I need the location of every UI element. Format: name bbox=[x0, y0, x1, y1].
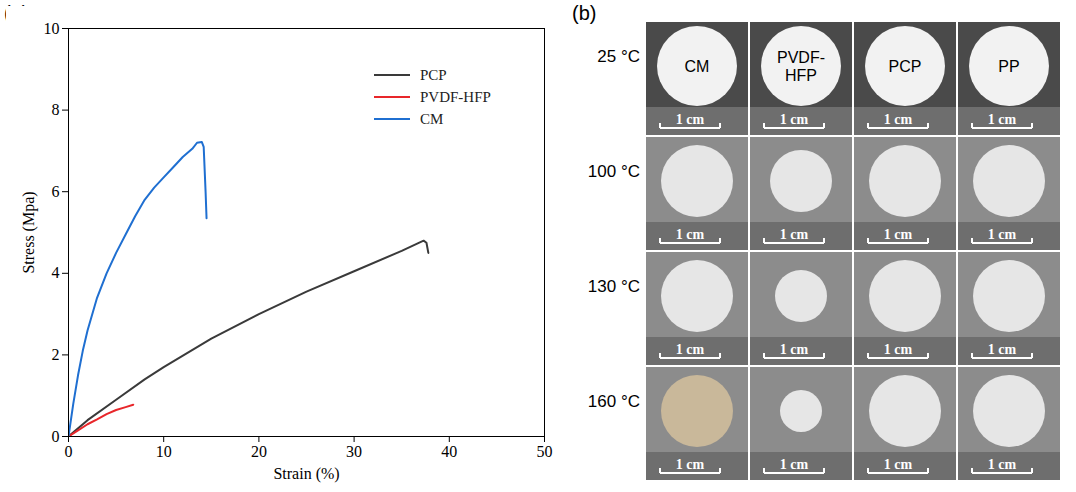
svg-text:1 cm: 1 cm bbox=[676, 112, 705, 127]
svg-text:1 cm: 1 cm bbox=[988, 457, 1017, 472]
svg-text:0: 0 bbox=[52, 428, 60, 445]
svg-text:4: 4 bbox=[52, 264, 60, 281]
svg-text:1 cm: 1 cm bbox=[884, 112, 913, 127]
svg-text:1 cm: 1 cm bbox=[676, 457, 705, 472]
svg-text:8: 8 bbox=[52, 101, 60, 118]
svg-text:130 °C: 130 °C bbox=[588, 277, 640, 296]
svg-text:PVDF-: PVDF- bbox=[777, 49, 825, 66]
svg-text:1 cm: 1 cm bbox=[988, 227, 1017, 242]
svg-text:30: 30 bbox=[346, 443, 362, 460]
svg-text:1 cm: 1 cm bbox=[988, 342, 1017, 357]
svg-text:1 cm: 1 cm bbox=[884, 457, 913, 472]
html-text:PVDF-HFP: PVDF-HFP bbox=[420, 88, 491, 105]
svg-text:2: 2 bbox=[52, 346, 60, 363]
svg-text:1 cm: 1 cm bbox=[884, 227, 913, 242]
svg-text:1 cm: 1 cm bbox=[780, 227, 809, 242]
svg-text:1 cm: 1 cm bbox=[676, 342, 705, 357]
svg-text:0: 0 bbox=[65, 443, 73, 460]
svg-text:1 cm: 1 cm bbox=[780, 342, 809, 357]
html-text:PCP: PCP bbox=[420, 66, 447, 83]
svg-text:PP: PP bbox=[998, 58, 1019, 75]
svg-text:Strain (%): Strain (%) bbox=[273, 465, 339, 483]
svg-text:10: 10 bbox=[44, 20, 60, 37]
svg-text:HFP: HFP bbox=[785, 67, 817, 84]
svg-text:1 cm: 1 cm bbox=[884, 342, 913, 357]
svg-text:CM: CM bbox=[685, 58, 710, 75]
svg-text:10: 10 bbox=[156, 443, 172, 460]
svg-text:Stress (Mpa): Stress (Mpa) bbox=[20, 191, 38, 273]
svg-text:1 cm: 1 cm bbox=[988, 112, 1017, 127]
svg-text:160 °C: 160 °C bbox=[588, 392, 640, 411]
svg-text:6: 6 bbox=[52, 183, 60, 200]
svg-text:1 cm: 1 cm bbox=[780, 457, 809, 472]
svg-text:100 °C: 100 °C bbox=[588, 162, 640, 181]
svg-text:50: 50 bbox=[537, 443, 553, 460]
svg-text:20: 20 bbox=[251, 443, 267, 460]
svg-text:25 °C: 25 °C bbox=[597, 47, 640, 66]
svg-text:1 cm: 1 cm bbox=[676, 227, 705, 242]
svg-text:1 cm: 1 cm bbox=[780, 112, 809, 127]
svg-text:40: 40 bbox=[441, 443, 457, 460]
html-text:(b): (b) bbox=[572, 2, 597, 24]
svg-text:PCP: PCP bbox=[889, 58, 922, 75]
html-text:CM: CM bbox=[420, 110, 444, 127]
html-text:(a): (a) bbox=[4, 2, 29, 24]
